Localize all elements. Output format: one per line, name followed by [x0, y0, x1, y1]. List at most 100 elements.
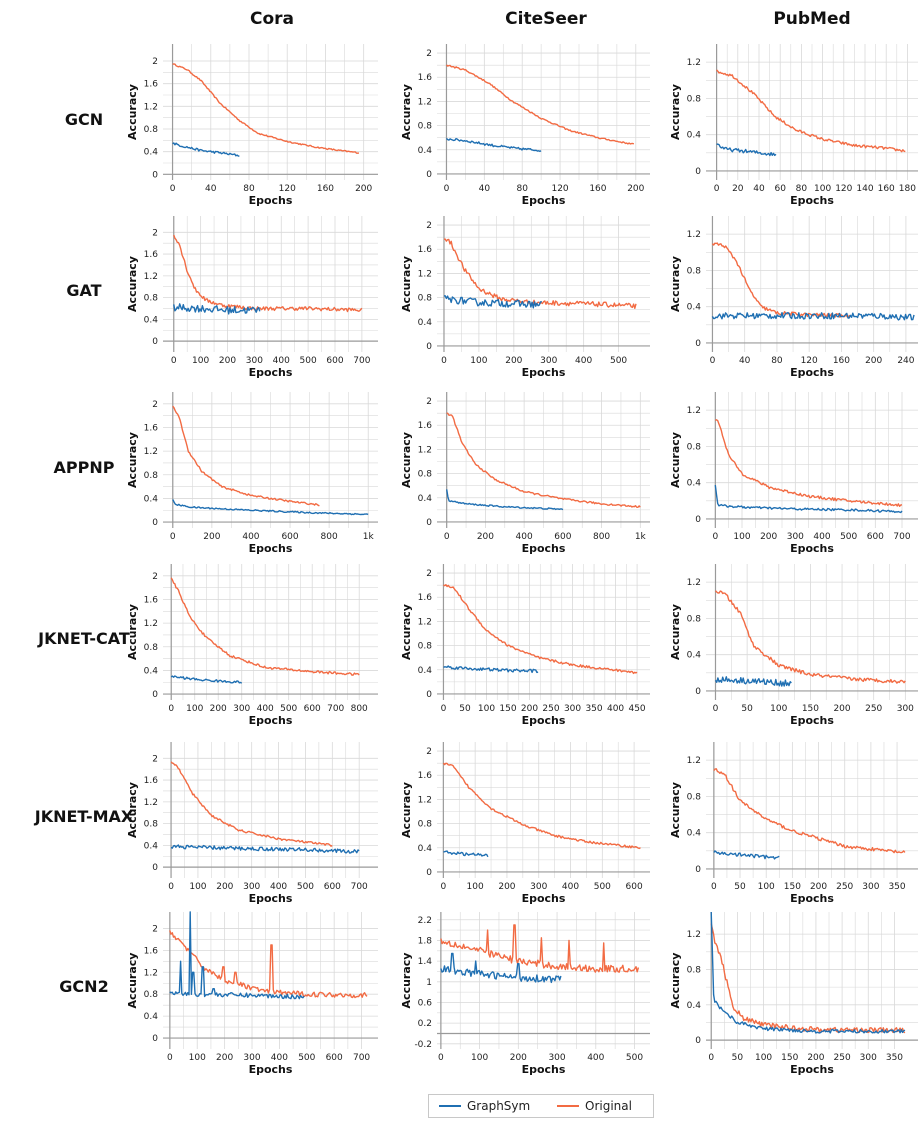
panel-gcn-pubmed: 0 20 40 60 80 100 120 140 160 180 0 0.4 0.8 1.2 Epochs… [669, 44, 918, 207]
panel-gcn2-cora-xtick-label: 200 [216, 1053, 233, 1063]
panel-gcn2-citeseer-ylabel: Accuracy [400, 953, 413, 1009]
panel-jknet-max-citeseer-line-graphsym [443, 850, 489, 858]
column-title-cora: Cora [250, 9, 294, 29]
panel-jknet-cat-citeseer-ytick-label: 1.6 [418, 593, 433, 603]
panel-gat-citeseer-xtick-label: 500 [610, 356, 627, 366]
panel-gcn2-citeseer-ytick-label: 0.6 [418, 998, 433, 1008]
panel-gcn2-citeseer-ytick-label: 0.2 [418, 1019, 432, 1029]
panel-gat-cora-xtick-label: 400 [273, 356, 290, 366]
legend-swatch-original [557, 1105, 579, 1107]
panel-gcn2-pubmed-xtick-label: 0 [708, 1053, 714, 1063]
panel-appnp-pubmed-xtick-label: 100 [733, 532, 750, 542]
panel-appnp-citeseer-xtick-label: 400 [516, 532, 533, 542]
panel-jknet-cat-cora-xtick-label: 700 [327, 704, 344, 714]
panel-gcn-pubmed-xtick-label: 60 [774, 184, 786, 194]
panel-jknet-max-cora-xtick-label: 600 [324, 882, 341, 892]
panel-gcn-pubmed-xtick-label: 160 [878, 184, 895, 194]
panel-appnp-citeseer-ylabel: Accuracy [400, 432, 413, 488]
panel-appnp-cora-xtick-label: 200 [203, 532, 220, 542]
panel-gcn2-pubmed-xtick-label: 300 [860, 1053, 877, 1063]
panel-gcn2-pubmed-ylabel: Accuracy [669, 953, 682, 1009]
panel-jknet-cat-cora-xtick-label: 800 [351, 704, 368, 714]
panel-gcn2-pubmed-ytick-label: 1.2 [687, 930, 701, 940]
panel-gat-citeseer-ytick-label: 1.6 [418, 245, 433, 255]
panel-appnp-cora-ytick-label: 1.6 [144, 423, 159, 433]
panel-jknet-cat-citeseer: 0 50 100 150 200 250 300 350 400 450 0 0.4 0.8 1.2 1.6… [400, 564, 650, 727]
panel-gcn2-citeseer: 0 100 200 300 400 500 -0.2 0.2 0.6 1 1.4 1.8 2.2 Epoc… [400, 912, 650, 1076]
panel-appnp-citeseer-xtick-label: 200 [477, 532, 494, 542]
panel-gat-citeseer-xtick-label: 0 [441, 356, 447, 366]
panel-gcn-citeseer-xtick-label: 0 [444, 184, 450, 194]
panel-gat-cora-ytick-label: 1.6 [144, 250, 159, 260]
panel-gcn-pubmed-ytick-label: 0.4 [687, 131, 702, 141]
panel-gcn2-pubmed-line-graphsym [710, 911, 906, 1034]
legend-swatch-graphsym [439, 1105, 461, 1107]
panel-jknet-cat-cora-line-graphsym [170, 675, 243, 684]
panel-jknet-cat-pubmed-xtick-label: 50 [741, 704, 753, 714]
row-title-gat: GAT [66, 281, 101, 300]
panel-gcn2-pubmed-xtick-label: 150 [781, 1053, 798, 1063]
panel-jknet-cat-pubmed-ylabel: Accuracy [669, 604, 682, 660]
panel-jknet-max-pubmed-xtick-label: 100 [758, 882, 775, 892]
panel-jknet-cat-cora-xtick-label: 300 [233, 704, 250, 714]
panel-gat-citeseer-xtick-label: 200 [505, 356, 522, 366]
panel-gat-cora-line-graphsym [173, 303, 261, 315]
panel-jknet-max-cora-xtick-label: 400 [270, 882, 287, 892]
legend-label-graphsym: GraphSym [467, 1099, 531, 1113]
panel-jknet-cat-citeseer-xtick-label: 150 [499, 704, 516, 714]
panel-gcn-citeseer-xtick-label: 200 [627, 184, 644, 194]
panel-gat-pubmed: 0 40 80 120 160 200 240 0 0.4 0.8 1.2 Epochs Accurac… [669, 216, 918, 379]
panel-gcn-cora-xlabel: Epochs [249, 194, 293, 207]
panel-jknet-cat-cora-ytick-label: 2 [152, 572, 158, 582]
panel-gcn2-citeseer-xtick-label: 200 [510, 1053, 527, 1063]
panel-appnp-cora-line-graphsym [172, 499, 369, 516]
panel-appnp-citeseer-xtick-label: 1k [635, 532, 647, 542]
panel-jknet-max-cora-line-graphsym [170, 844, 360, 854]
panel-appnp-cora-ytick-label: 0.8 [144, 471, 159, 481]
panel-gcn-citeseer-xtick-label: 80 [516, 184, 528, 194]
panel-gcn-pubmed-xtick-label: 80 [796, 184, 808, 194]
panel-jknet-cat-citeseer-xtick-label: 200 [521, 704, 538, 714]
panel-jknet-max-pubmed-ytick-label: 0.4 [687, 829, 702, 839]
panel-jknet-cat-citeseer-xtick-label: 0 [441, 704, 447, 714]
panel-appnp-pubmed-xlabel: Epochs [790, 542, 834, 555]
panel-jknet-max-pubmed-ylabel: Accuracy [669, 782, 682, 838]
panel-gat-citeseer-ylabel: Accuracy [400, 256, 413, 312]
panel-gcn2-cora-xtick-label: 100 [189, 1053, 206, 1063]
panel-gat-cora-ytick-label: 0.4 [144, 315, 159, 325]
panel-gcn2-cora-line-graphsym [169, 911, 305, 1000]
panel-gcn2-citeseer-xtick-label: 400 [587, 1053, 604, 1063]
panel-gat-cora-xtick-label: 500 [300, 356, 317, 366]
panel-gcn-citeseer-xtick-label: 40 [479, 184, 491, 194]
panel-gat-cora-xtick-label: 100 [192, 356, 209, 366]
panel-jknet-cat-citeseer-xtick-label: 250 [542, 704, 559, 714]
panel-gat-citeseer-xtick-label: 400 [575, 356, 592, 366]
panel-gcn-cora-ytick-label: 1.2 [144, 102, 158, 112]
panel-gcn-pubmed-xtick-label: 0 [714, 184, 720, 194]
panel-gcn-cora-xtick-label: 160 [317, 184, 334, 194]
panel-jknet-max-cora-xtick-label: 0 [168, 882, 174, 892]
panel-gcn2-citeseer-xlabel: Epochs [522, 1063, 566, 1076]
panel-appnp-pubmed-ytick-label: 0 [695, 515, 701, 525]
panel-jknet-max-citeseer-xtick-label: 200 [498, 882, 515, 892]
panel-gcn-citeseer-ytick-label: 0.4 [418, 146, 433, 156]
panel-gcn2-citeseer-xtick-label: 0 [438, 1053, 444, 1063]
panel-appnp-citeseer-ytick-label: 0 [426, 518, 432, 528]
panel-gat-pubmed-ytick-label: 0.4 [687, 303, 702, 313]
panel-appnp-pubmed-ylabel: Accuracy [669, 432, 682, 488]
panel-gcn-cora-xtick-label: 200 [355, 184, 372, 194]
panel-jknet-max-citeseer-xtick-label: 100 [467, 882, 484, 892]
panel-appnp-pubmed-xtick-label: 0 [712, 532, 718, 542]
panel-appnp-cora-ytick-label: 0 [152, 518, 158, 528]
panel-jknet-cat-pubmed-xtick-label: 100 [770, 704, 787, 714]
panel-gcn2-pubmed-ytick-label: 0.4 [687, 1001, 702, 1011]
panel-appnp-cora-line-original [172, 405, 320, 507]
panel-gcn2-cora-ytick-label: 1.2 [144, 968, 158, 978]
panel-appnp-cora-xlabel: Epochs [249, 542, 293, 555]
panel-gcn-citeseer-line-original [445, 64, 635, 145]
panel-gat-pubmed-xtick-label: 0 [710, 356, 716, 366]
panel-gcn-pubmed-line-graphsym [716, 143, 777, 157]
panel-gat-cora-ytick-label: 1.2 [144, 272, 158, 282]
row-title-gcn2: GCN2 [59, 977, 108, 996]
